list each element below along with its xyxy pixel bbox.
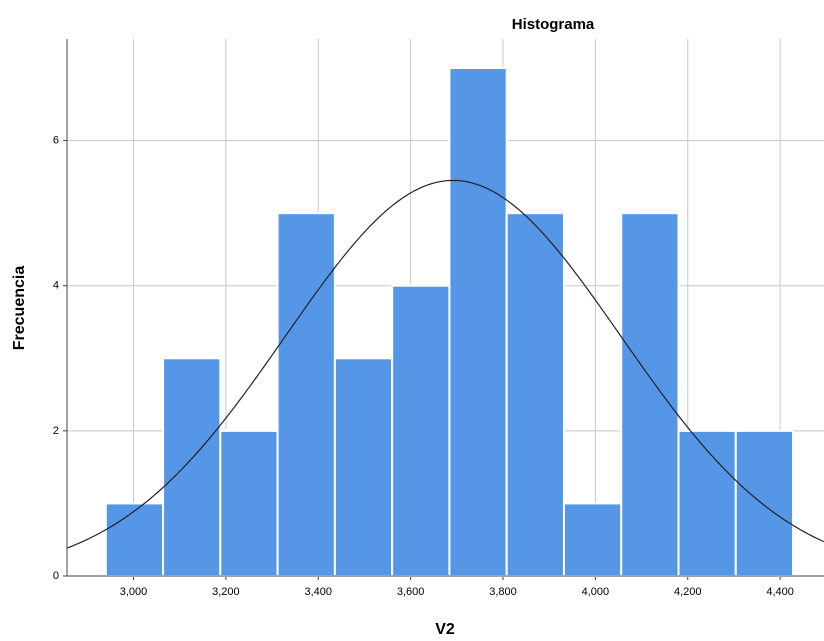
y-tick-label: 0 xyxy=(53,570,59,582)
x-tick-label: 3,600 xyxy=(397,586,425,598)
y-tick-label: 2 xyxy=(53,425,59,437)
x-tick-label: 3,000 xyxy=(120,586,148,598)
bar xyxy=(620,212,680,577)
bar xyxy=(333,357,394,577)
x-axis-label: V2 xyxy=(435,621,455,638)
x-tick-label: 4,200 xyxy=(674,586,702,598)
bar xyxy=(391,284,451,577)
x-tick-label: 4,000 xyxy=(582,586,610,598)
y-tick-label: 4 xyxy=(53,280,59,292)
y-tick-label: 6 xyxy=(53,135,59,147)
x-tick-label: 4,400 xyxy=(766,586,794,598)
y-axis-label: Frecuencia xyxy=(11,266,28,351)
x-tick-label: 3,200 xyxy=(212,586,240,598)
x-tick-label: 3,800 xyxy=(489,586,517,598)
plot-area xyxy=(67,67,824,577)
x-tick-label: 3,400 xyxy=(304,586,332,598)
bar xyxy=(448,67,508,577)
tick-labels: 0 2 4 6 3,000 3,200 3,400 3,600 3,800 4,000 4,200 4… xyxy=(53,135,794,598)
bar xyxy=(162,357,222,577)
bar xyxy=(677,429,737,577)
bar xyxy=(104,502,165,577)
bar xyxy=(505,212,565,577)
chart-title: Histograma xyxy=(512,16,595,33)
bar xyxy=(276,212,336,577)
bar xyxy=(219,429,279,577)
bar xyxy=(562,502,623,577)
bar xyxy=(734,429,795,577)
normal-curve xyxy=(67,179,824,549)
